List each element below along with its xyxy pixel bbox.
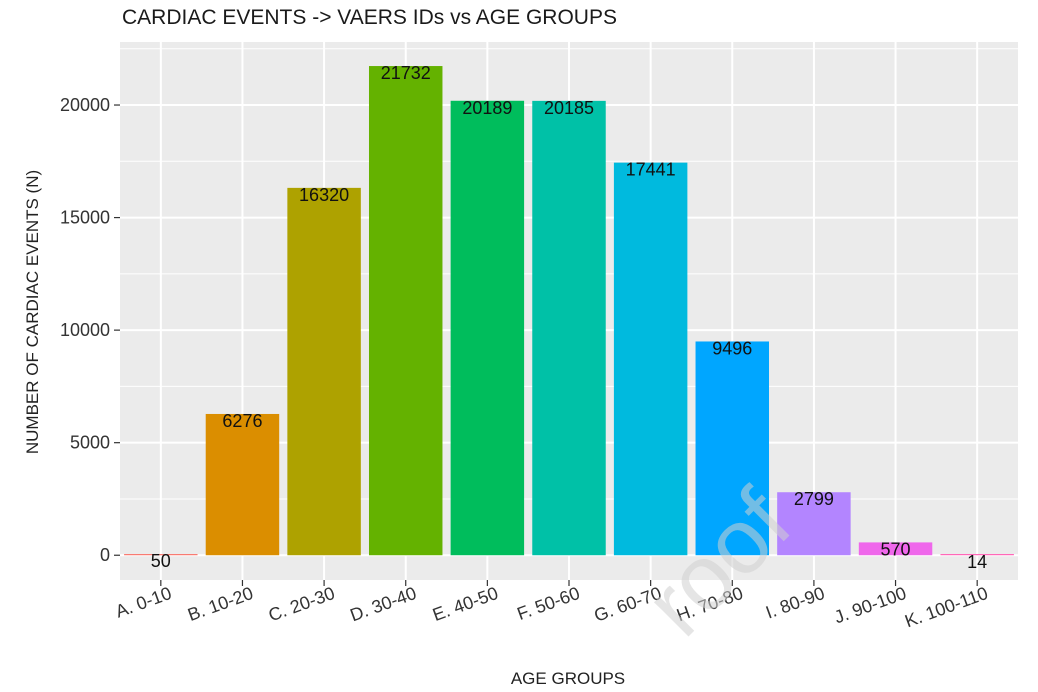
bar-value-labels: 50 6276 16320 21732 20189 20185 17441 9496 2799 5… — [151, 63, 987, 572]
x-axis-title: AGE GROUPS — [511, 669, 625, 688]
bar-value-label: 9496 — [712, 338, 752, 358]
bar — [287, 187, 361, 556]
bar-value-label: 2799 — [794, 489, 834, 509]
bar — [777, 492, 851, 556]
y-axis-title: NUMBER OF CARDIAC EVENTS (N) — [23, 170, 42, 454]
bar — [858, 542, 933, 556]
bars — [124, 66, 1014, 556]
bar-value-label: 6276 — [222, 411, 262, 431]
x-tick-label: C. 20-30 — [266, 583, 338, 625]
x-tick-label: F. 50-60 — [514, 583, 582, 624]
x-tick-label: B. 10-20 — [185, 583, 256, 625]
y-tick-label: 0 — [100, 545, 110, 565]
bar — [205, 413, 280, 556]
bar-value-label: 20189 — [462, 98, 512, 118]
x-tick-label: J. 90-100 — [832, 583, 909, 627]
x-tick-label: K. 100-110 — [902, 583, 990, 631]
y-tick-label: 15000 — [60, 208, 110, 228]
y-tick-label: 20000 — [60, 95, 110, 115]
x-tick-label: I. 80-90 — [763, 583, 827, 623]
bar — [940, 554, 1014, 556]
x-tick-label: E. 40-50 — [430, 583, 501, 625]
bar — [368, 66, 443, 556]
chart-title: CARDIAC EVENTS -> VAERS IDs vs AGE GROUP… — [122, 6, 617, 29]
y-tick-label: 10000 — [60, 320, 110, 340]
bar-value-label: 16320 — [299, 185, 349, 205]
bar — [532, 100, 606, 556]
bar-value-label: 20185 — [544, 98, 594, 118]
bar — [695, 341, 770, 556]
bar-value-label: 570 — [881, 539, 911, 559]
x-axis: A. 0-10 B. 10-20 C. 20-30 D. 30-40 E. 40-50 F… — [113, 580, 991, 631]
bar-value-label: 50 — [151, 551, 171, 571]
y-tick-label: 5000 — [70, 433, 110, 453]
bar-value-label: 21732 — [381, 63, 431, 83]
bar — [450, 100, 525, 556]
bar — [613, 162, 688, 556]
bar-value-label: 17441 — [626, 160, 676, 180]
y-axis: 0 5000 10000 15000 20000 — [60, 95, 120, 565]
bar — [124, 554, 198, 556]
x-tick-label: D. 30-40 — [347, 583, 419, 625]
bar-value-label: 14 — [967, 552, 987, 572]
x-tick-label: A. 0-10 — [113, 583, 174, 622]
